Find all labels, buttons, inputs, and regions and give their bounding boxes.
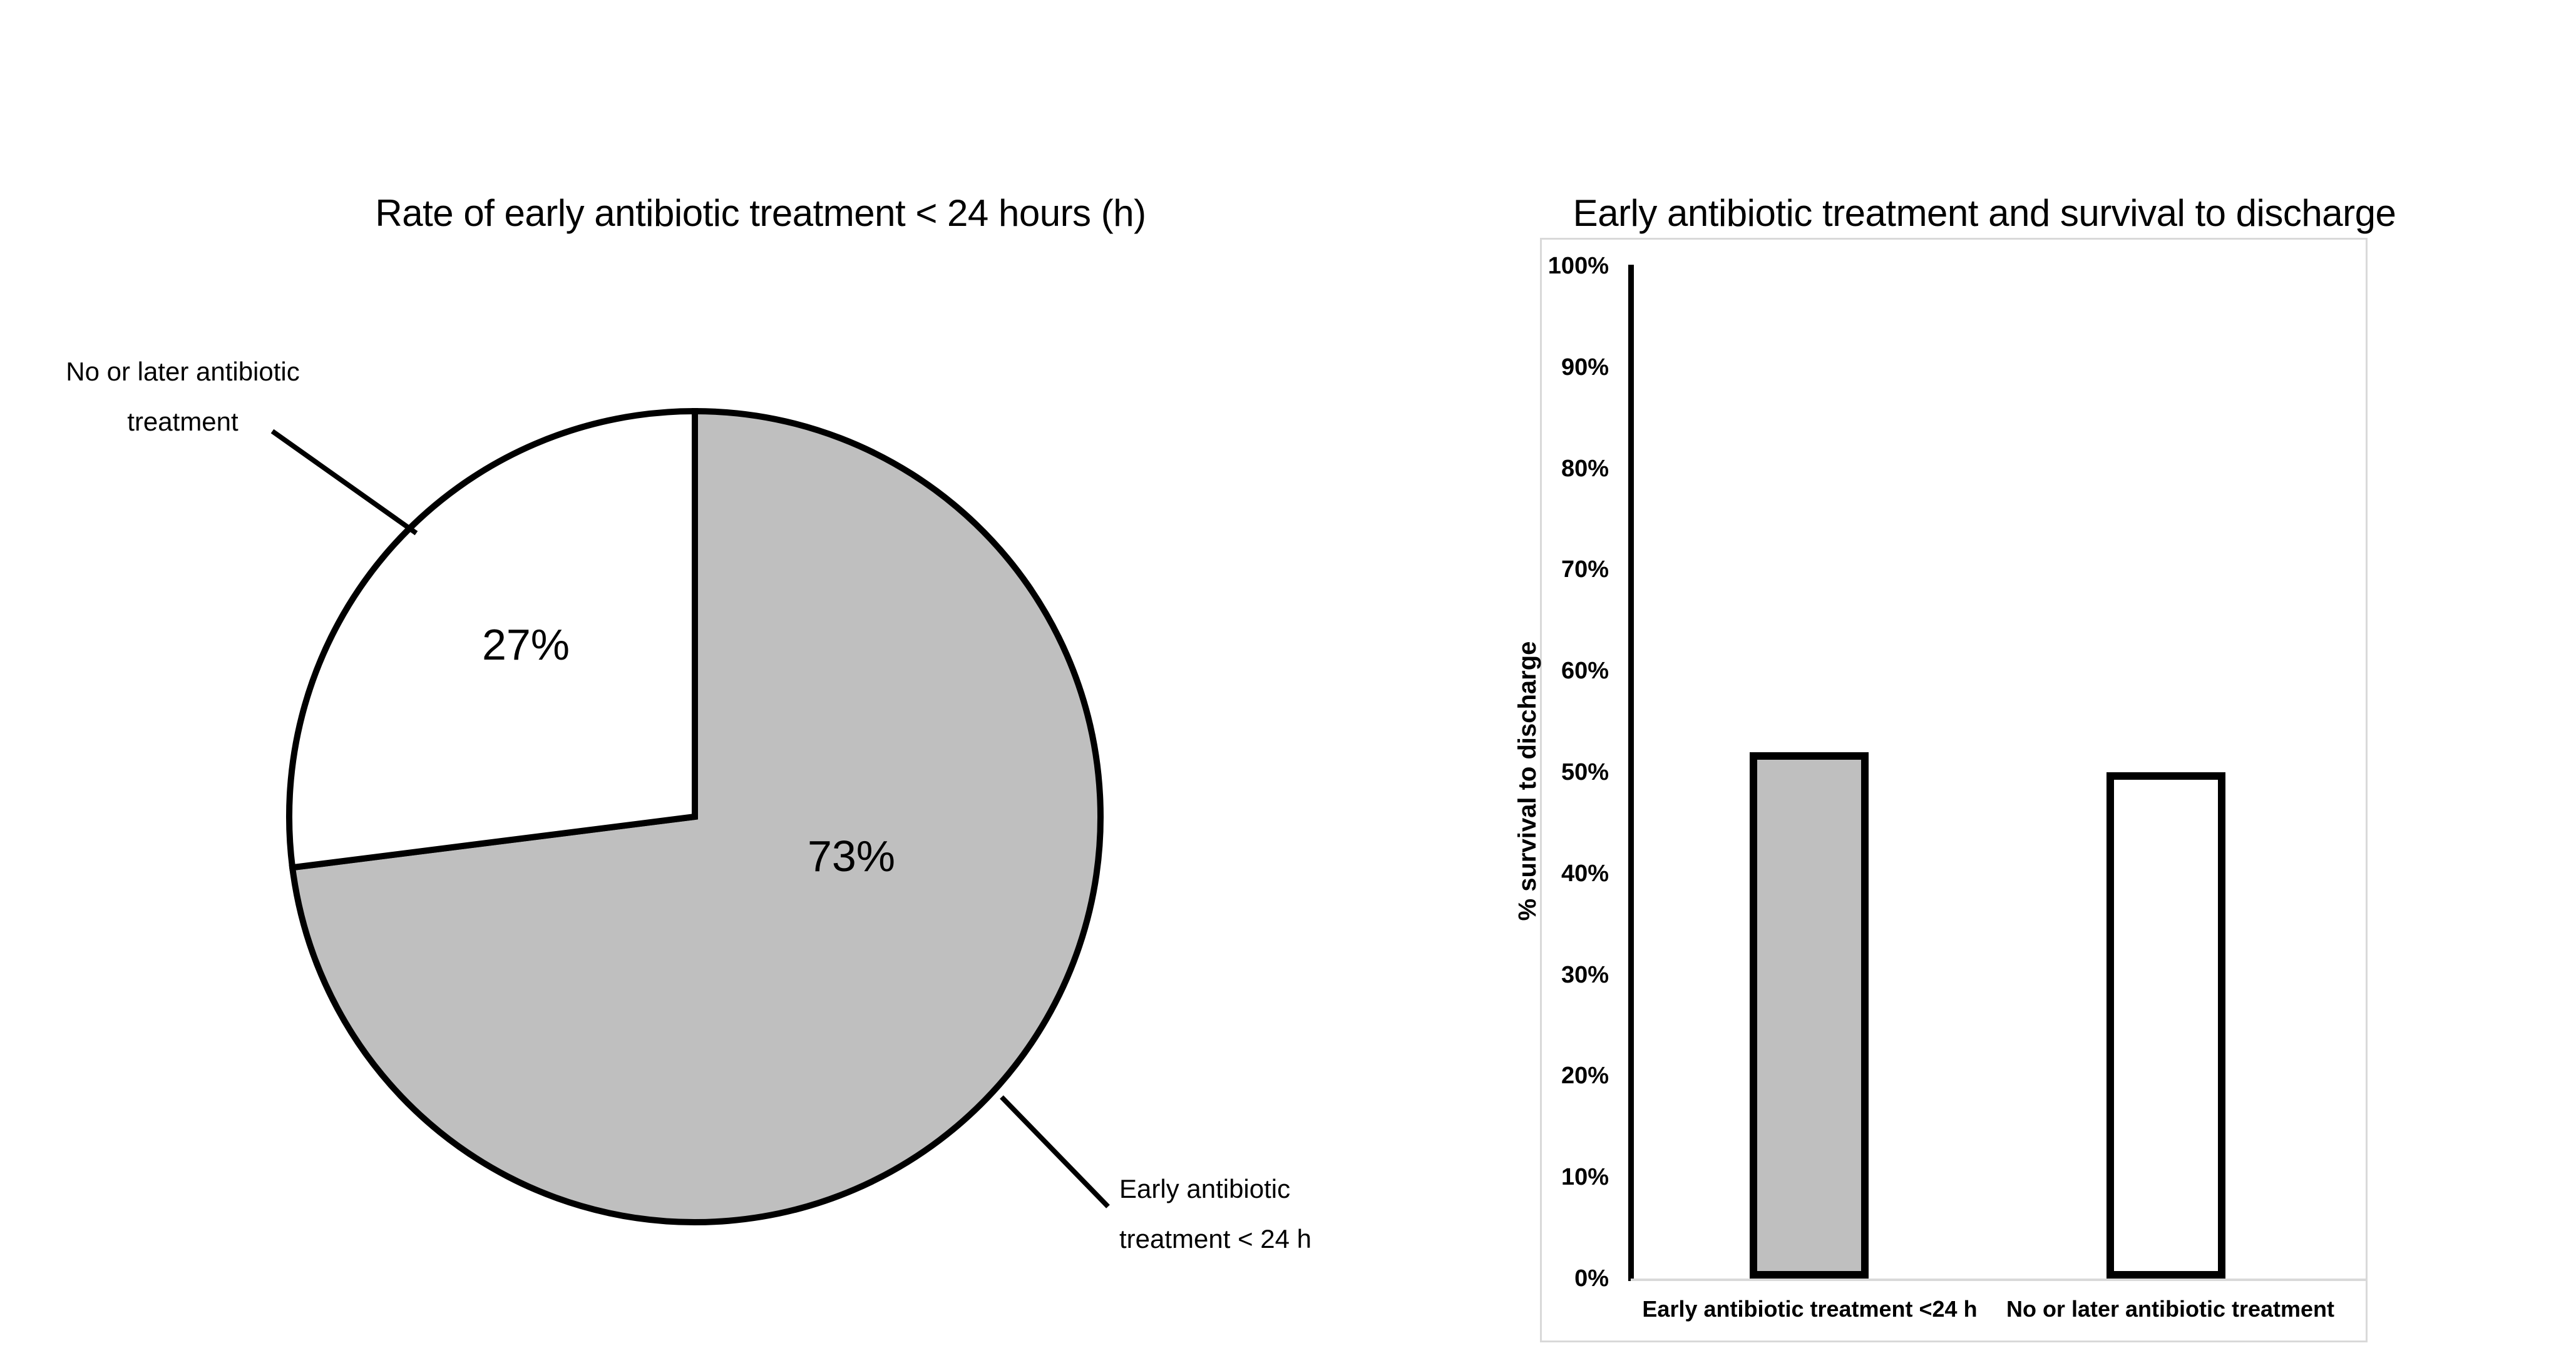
y-tick-20pct: 20%	[1561, 1063, 1609, 1090]
y-tick-30pct: 30%	[1561, 961, 1609, 988]
bar-chart-panel	[1540, 238, 2368, 1342]
pie-slice-no-later	[286, 407, 698, 871]
y-tick-60pct: 60%	[1561, 658, 1609, 685]
y-tick-100pct: 100%	[1547, 253, 1609, 279]
bar-no-later	[2106, 772, 2225, 1279]
y-tick-90pct: 90%	[1561, 354, 1609, 380]
pie-chart-title: Rate of early antibiotic treatment < 24 …	[375, 192, 1146, 234]
y-tick-50pct: 50%	[1561, 759, 1609, 785]
leader-line-no-later	[270, 429, 418, 536]
pie-callout-no-later-line1: No or later antibiotic	[66, 357, 300, 386]
x-axis-label-early: Early antibiotic treatment <24 h	[1642, 1296, 1978, 1322]
pie-percent-label-73: 73%	[807, 832, 896, 881]
bar-chart-title: Early antibiotic treatment and survival …	[1573, 192, 2396, 234]
pie-callout-early-line1: Early antibiotic	[1119, 1174, 1291, 1203]
pie-callout-no-later: No or later antibiotic treatment	[26, 347, 339, 447]
pie-leader-lines	[270, 429, 1110, 1208]
leader-line-early	[1000, 1095, 1110, 1208]
pie-callout-early-line2: treatment < 24 h	[1119, 1224, 1312, 1254]
y-tick-70pct: 70%	[1561, 556, 1609, 583]
bar-early	[1750, 752, 1869, 1279]
x-axis-line	[1631, 1279, 2368, 1281]
pie-percent-label-27: 27%	[481, 620, 570, 669]
pie-callout-no-later-line2: treatment	[127, 407, 239, 436]
y-tick-80pct: 80%	[1561, 455, 1609, 482]
pie-callout-early: Early antibiotic treatment < 24 h	[1119, 1164, 1507, 1264]
y-tick-10pct: 10%	[1561, 1164, 1609, 1191]
y-axis-line	[1628, 265, 1634, 1281]
y-tick-0pct: 0%	[1574, 1265, 1609, 1292]
pie-slices	[286, 407, 1104, 1225]
x-axis-label-no-later: No or later antibiotic treatment	[2006, 1296, 2335, 1322]
y-tick-40pct: 40%	[1561, 860, 1609, 887]
